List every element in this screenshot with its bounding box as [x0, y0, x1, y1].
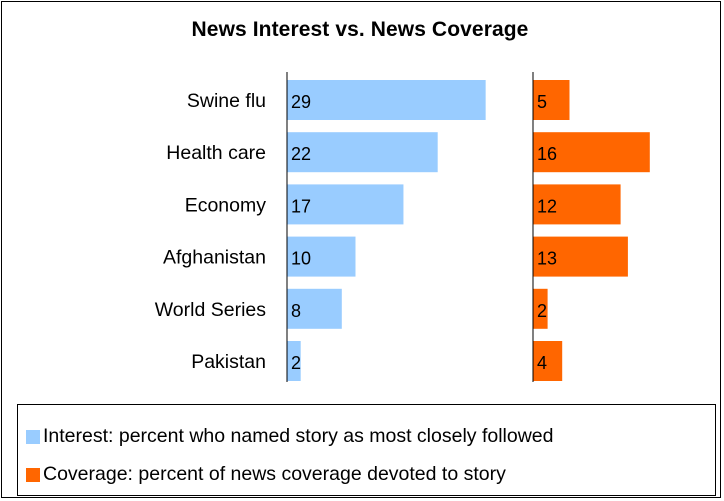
bar-chart: Swine flu Health care Economy Afghanistan Wo… — [155, 72, 650, 382]
interest-value-world-series: 8 — [291, 301, 301, 321]
coverage-bar-afghanistan — [533, 236, 628, 277]
legend-label-coverage: Coverage: percent of news coverage devot… — [43, 463, 506, 485]
interest-value-health-care: 22 — [291, 144, 311, 164]
coverage-value-world-series: 2 — [537, 301, 547, 321]
legend-label-interest: Interest: percent who named story as mos… — [43, 425, 554, 447]
interest-bar-health-care — [287, 132, 438, 173]
category-label-health-care: Health care — [166, 142, 266, 164]
coverage-bar-world-series — [533, 288, 548, 329]
coverage-bar-economy — [533, 184, 621, 225]
category-label-world-series: World Series — [155, 299, 267, 321]
interest-bar-pakistan — [287, 341, 301, 381]
coverage-value-pakistan: 4 — [537, 353, 547, 373]
interest-bar-swine-flu — [287, 80, 486, 120]
category-label-pakistan: Pakistan — [191, 351, 266, 373]
legend-swatch-coverage — [26, 467, 40, 482]
interest-bar-afghanistan — [287, 236, 356, 277]
coverage-bar-swine-flu — [533, 80, 570, 120]
interest-value-economy: 17 — [291, 196, 311, 216]
legend-swatch-interest — [26, 429, 40, 444]
category-label-swine-flu: Swine flu — [187, 90, 266, 112]
legend-item-coverage: Coverage: percent of news coverage devot… — [26, 463, 506, 486]
coverage-value-swine-flu: 5 — [537, 92, 547, 112]
legend-item-interest: Interest: percent who named story as mos… — [26, 425, 554, 448]
chart-title: News Interest vs. News Coverage — [191, 18, 529, 41]
interest-value-pakistan: 2 — [291, 353, 301, 373]
coverage-bar-health-care — [533, 132, 650, 173]
coverage-value-health-care: 16 — [537, 144, 557, 164]
category-label-afghanistan: Afghanistan — [163, 247, 266, 269]
interest-value-afghanistan: 10 — [291, 249, 311, 269]
interest-value-swine-flu: 29 — [291, 92, 311, 112]
interest-bar-world-series — [287, 288, 342, 329]
coverage-value-economy: 12 — [537, 196, 557, 216]
coverage-bar-pakistan — [533, 341, 563, 381]
coverage-value-afghanistan: 13 — [537, 249, 557, 269]
category-label-economy: Economy — [185, 194, 267, 216]
interest-bar-economy — [287, 184, 404, 225]
legend: Interest: percent who named story as mos… — [17, 404, 716, 496]
